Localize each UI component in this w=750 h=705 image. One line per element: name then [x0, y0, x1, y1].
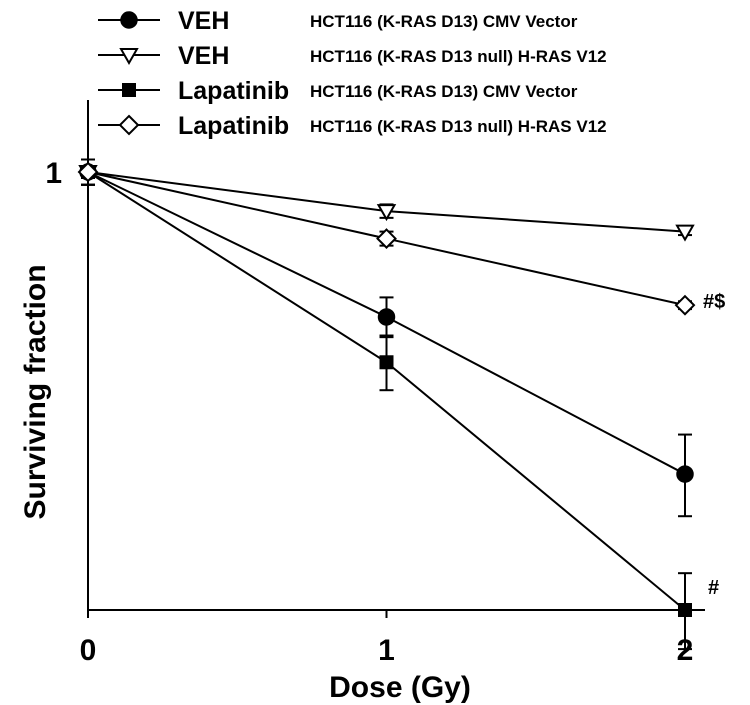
legend-series-name: Lapatinib: [178, 77, 289, 105]
data-point: [376, 204, 397, 222]
legend-entry: Lapatinib HCT116 (K-RAS D13) CMV Vector: [98, 77, 578, 105]
y-tick-label: 1: [45, 157, 62, 190]
series-line: [87, 171, 686, 233]
legend: VEH HCT116 (K-RAS D13) CMV Vector VEH HCT11…: [98, 7, 607, 140]
legend-series-description: HCT116 (K-RAS D13) CMV Vector: [310, 82, 578, 101]
series-3: [77, 158, 696, 316]
legend-series-name: VEH: [178, 7, 229, 35]
data-point: [676, 465, 694, 483]
data-point: [376, 228, 397, 249]
data-point: [379, 355, 394, 370]
data-point: [674, 294, 696, 316]
ticks: 0 1 2 1: [45, 157, 693, 667]
data-point: [377, 308, 396, 326]
legend-series-description: HCT116 (K-RAS D13 null) H-RAS V12: [310, 47, 607, 66]
data-point: [678, 603, 692, 617]
legend-series-name: VEH: [178, 42, 229, 70]
legend-series-description: HCT116 (K-RAS D13 null) H-RAS V12: [310, 117, 607, 136]
x-axis-title: Dose (Gy): [329, 671, 471, 704]
x-tick-label: 1: [378, 634, 395, 667]
legend-entry: VEH HCT116 (K-RAS D13 null) H-RAS V12: [98, 42, 607, 70]
data-point: [77, 161, 99, 183]
legend-marker: [120, 11, 138, 29]
legend-marker: [122, 83, 136, 97]
axes: [87, 100, 705, 611]
x-tick-label: 2: [677, 634, 694, 667]
legend-marker: [119, 48, 139, 66]
y-axis-title: Surviving fraction: [19, 264, 52, 519]
legend-entry: VEH HCT116 (K-RAS D13) CMV Vector: [98, 7, 578, 35]
x-tick-label: 0: [80, 634, 97, 667]
significance-annotation: #: [708, 577, 719, 599]
legend-entry: Lapatinib HCT116 (K-RAS D13 null) H-RAS V…: [98, 112, 607, 140]
legend-series-description: HCT116 (K-RAS D13) CMV Vector: [310, 12, 578, 31]
series-1: [78, 158, 695, 242]
legend-marker: [118, 114, 140, 136]
legend-series-name: Lapatinib: [178, 112, 289, 140]
data-point: [675, 224, 695, 242]
annotations: #$ #: [703, 291, 725, 599]
series-layer: [77, 158, 696, 651]
significance-annotation: #$: [703, 291, 725, 313]
